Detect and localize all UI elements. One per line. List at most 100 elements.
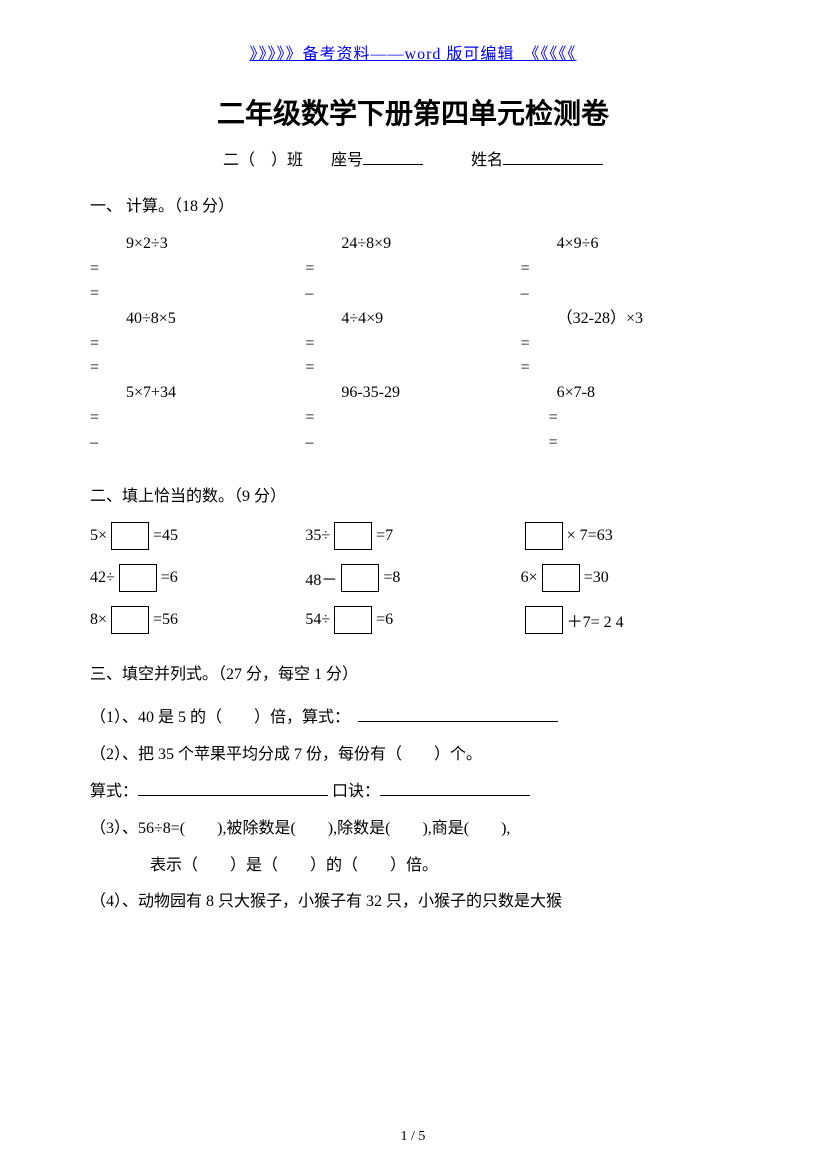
calc-grid: 9×2÷324÷8×94×9÷6====––40÷8×54÷4×9（32-28）… [90, 232, 736, 455]
fill-text: =45 [153, 527, 178, 545]
calc-col: 24÷8×9 [305, 232, 520, 257]
calc-eq-row: === [90, 332, 736, 357]
answer-box[interactable] [111, 606, 149, 634]
class-blank [255, 152, 271, 169]
answer-box[interactable] [334, 606, 372, 634]
calc-col: = [90, 282, 305, 307]
page-number: 1 / 5 [0, 1129, 826, 1145]
calc-expression: 6×7-8 [521, 381, 736, 406]
calc-eq-row: === [90, 257, 736, 282]
fill-col: 48－=8 [305, 564, 520, 592]
fill-col: 54÷ =6 [305, 606, 520, 634]
calc-col: = [305, 257, 520, 282]
q3-3b: 表示（ ）是（ ）的（ ）倍。 [90, 848, 736, 885]
equals-line: = [521, 257, 736, 282]
section-3-body: （1）、40 是 5 的（ ）倍，算式： （2）、把 35 个苹果平均分成 7 … [90, 700, 736, 921]
name-blank[interactable] [503, 164, 603, 165]
section-1-heading: 一、 计算。（18 分） [90, 192, 736, 222]
page: 》》》》》备考资料——word 版可编辑_《《《《《 二年级数学下册第四单元检测… [0, 0, 826, 1169]
equals-line: = [305, 332, 520, 357]
fill-text: × 7=63 [567, 527, 613, 545]
calc-expression: 9×2÷3 [90, 232, 305, 257]
answer-box[interactable] [525, 522, 563, 550]
calc-col: = [305, 406, 520, 431]
calc-col: = [521, 257, 736, 282]
calc-eq-row-2: === [90, 356, 736, 381]
fill-text: 35÷ [305, 527, 330, 545]
fill-col: 42÷ =6 [90, 564, 305, 592]
calc-col: = [521, 332, 736, 357]
fill-text: ＋7= 2 4 [567, 608, 624, 632]
calc-col: = [521, 356, 736, 381]
second-line: – [305, 431, 520, 456]
seat-blank[interactable] [363, 164, 423, 165]
second-line: = [90, 356, 305, 381]
answer-box[interactable] [119, 564, 157, 592]
calc-col: = [90, 332, 305, 357]
q3-2b-blank1[interactable] [138, 795, 328, 796]
fill-text: =6 [376, 611, 393, 629]
calc-eq-row: === [90, 406, 736, 431]
equals-line: = [90, 332, 305, 357]
calc-col: = [90, 257, 305, 282]
q3-1: （1）、40 是 5 的（ ）倍，算式： [90, 700, 736, 737]
calc-expr-row: 9×2÷324÷8×94×9÷6 [90, 232, 736, 257]
calc-col: 6×7-8 [521, 381, 736, 406]
q3-4: （4）、动物园有 8 只大猴子，小猴子有 32 只，小猴子的只数是大猴 [90, 884, 736, 921]
fill-text: 5× [90, 527, 107, 545]
second-line: = [90, 282, 305, 307]
equals-line: = [305, 257, 520, 282]
fill-text: 48－ [305, 566, 337, 590]
calc-col: 9×2÷3 [90, 232, 305, 257]
calc-expression: 24÷8×9 [305, 232, 520, 257]
fill-text: =6 [161, 569, 178, 587]
calc-expression: 4×9÷6 [521, 232, 736, 257]
q3-3: （3）、56÷8=( ),被除数是( ),除数是( ),商是( ), [90, 811, 736, 848]
answer-box[interactable] [334, 522, 372, 550]
calc-col: 96-35-29 [305, 381, 520, 406]
equals-line: = [521, 406, 736, 431]
calc-col: – [521, 282, 736, 307]
calc-col: 4×9÷6 [521, 232, 736, 257]
answer-box[interactable] [525, 606, 563, 634]
calc-col: = [90, 356, 305, 381]
calc-eq-row-2: ––= [90, 431, 736, 456]
q3-1-text: （1）、40 是 5 的（ ）倍，算式： [90, 709, 358, 726]
fill-col: 8×=56 [90, 606, 305, 634]
answer-box[interactable] [341, 564, 379, 592]
q3-2: （2）、把 35 个苹果平均分成 7 份，每份有（ ）个。 [90, 737, 736, 774]
answer-box[interactable] [542, 564, 580, 592]
calc-eq-row-2: =–– [90, 282, 736, 307]
calc-col: 5×7+34 [90, 381, 305, 406]
fill-col: × 7=63 [521, 522, 736, 550]
calc-expression: 96-35-29 [305, 381, 520, 406]
fill-text: 6× [521, 569, 538, 587]
answer-box[interactable] [111, 522, 149, 550]
second-line: – [305, 282, 520, 307]
fill-row: 5× =45 35÷=7 × 7=63 [90, 522, 736, 550]
header-link: 》》》》》备考资料——word 版可编辑_《《《《《 [90, 40, 736, 64]
equals-line: = [305, 406, 520, 431]
q3-2b: 算式： 口诀： [90, 774, 736, 811]
student-info-line: 二（ ）班 座号 姓名 [90, 146, 736, 170]
q3-2b-blank2[interactable] [380, 795, 530, 796]
fill-row: 8×=5654÷ =6 ＋7= 2 4 [90, 606, 736, 634]
q3-2b-label1: 算式： [90, 783, 138, 800]
section-3-heading: 三、填空并列式。（27 分，每空 1 分） [90, 660, 736, 690]
calc-col: = [305, 332, 520, 357]
q3-2b-label2: 口诀： [332, 783, 380, 800]
q3-1-blank[interactable] [358, 721, 558, 722]
fill-col: 35÷=7 [305, 522, 520, 550]
calc-expression: 5×7+34 [90, 381, 305, 406]
calc-col: = [521, 406, 736, 431]
calc-col: – [305, 431, 520, 456]
class-prefix: 二（ [223, 152, 255, 169]
second-line: = [305, 356, 520, 381]
calc-col: 40÷8×5 [90, 307, 305, 332]
fill-text: 54÷ [305, 611, 330, 629]
equals-line: = [90, 406, 305, 431]
calc-col: = [521, 431, 736, 456]
class-suffix: ）班 [271, 152, 303, 169]
fill-row: 42÷=648－=86×=30 [90, 564, 736, 592]
fill-text: 42÷ [90, 569, 115, 587]
